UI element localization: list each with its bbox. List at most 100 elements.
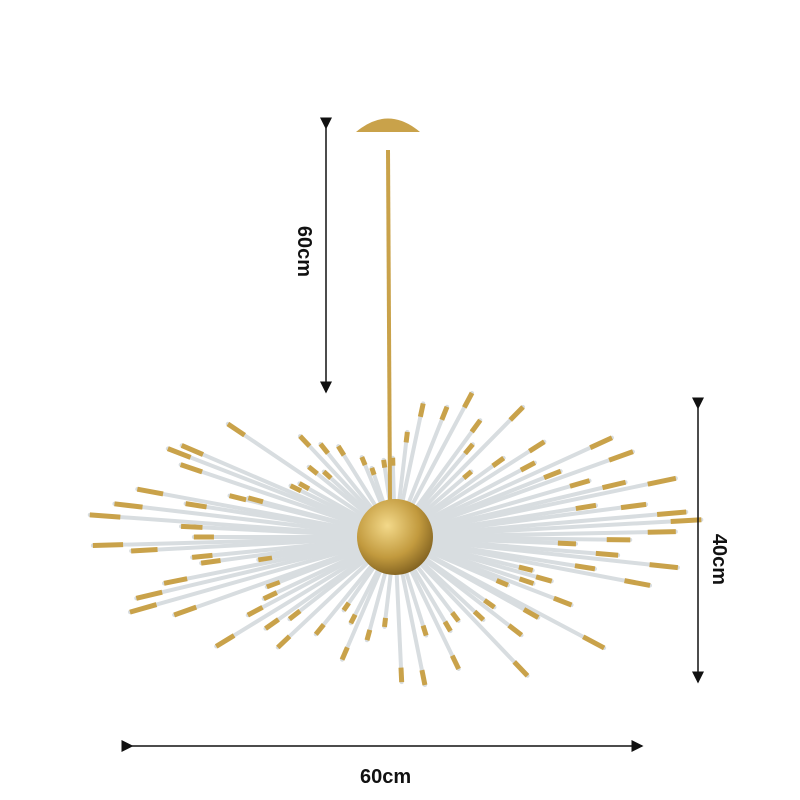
brass-tip (322, 469, 333, 481)
brass-tip (226, 421, 246, 438)
width-label: 60cm (360, 766, 412, 788)
brass-tip (129, 602, 158, 615)
brass-tip (381, 617, 389, 628)
brass-tip (114, 501, 143, 510)
brass-tip (595, 550, 619, 558)
drop-height-label: 60cm (293, 225, 316, 278)
brass-tip (135, 589, 163, 601)
brass-tip (264, 617, 280, 631)
brass-tip (450, 611, 461, 623)
brass-tip (307, 464, 319, 476)
brass-tip (495, 578, 509, 588)
brass-tip (369, 467, 377, 476)
crystal-rod (393, 529, 678, 539)
brass-tip (508, 405, 525, 422)
brass-tip (298, 434, 312, 448)
brass-tip (180, 523, 203, 530)
brass-tip (569, 478, 591, 489)
brass-tip (518, 564, 534, 573)
brass-tip (318, 442, 330, 455)
brass-tip (341, 601, 351, 612)
brass-tip (381, 459, 388, 468)
crystal-rod (393, 535, 680, 570)
brass-tip (246, 605, 264, 618)
brass-tip (543, 468, 562, 481)
brass-tip (574, 563, 596, 572)
brass-tip (179, 462, 203, 475)
brass-tip (173, 604, 198, 618)
brass-tip (552, 595, 573, 608)
brass-tip (442, 620, 453, 633)
brass-tip (163, 576, 188, 586)
brass-tip (620, 501, 647, 511)
brass-tip (656, 509, 687, 517)
crystal-rod (393, 476, 678, 539)
crystal-rod (393, 535, 653, 588)
brass-tip (276, 634, 292, 650)
brass-tip (472, 609, 486, 622)
brass-tip (512, 660, 530, 678)
drop-rod (386, 149, 392, 501)
brass-tip (136, 486, 164, 497)
brass-tip (265, 579, 281, 590)
brass-tip (462, 391, 475, 409)
brass-tip (359, 456, 368, 467)
brass-tip (647, 529, 676, 535)
brass-tip (624, 578, 651, 588)
brass-tip (507, 623, 524, 638)
brass-tip (92, 542, 124, 549)
brass-tip (289, 483, 303, 494)
brass-tip (420, 624, 429, 637)
brass-tip (287, 608, 302, 622)
brass-tip (450, 654, 461, 670)
crystal-rod (135, 487, 397, 539)
crystal-rod (172, 535, 397, 617)
brass-tip (403, 431, 410, 443)
brass-tip (469, 418, 483, 434)
brass-tip (582, 634, 606, 651)
brass-tip (649, 562, 679, 571)
brass-tip (200, 558, 221, 566)
brass-tip (364, 629, 373, 641)
brass-tip (589, 435, 613, 450)
brass-tip (313, 622, 326, 636)
brass-tip (518, 576, 535, 586)
crystal-rod (393, 435, 614, 539)
brass-tip (339, 646, 350, 661)
brass-tip (557, 540, 577, 547)
brass-tip (491, 456, 506, 468)
brass-tip (180, 443, 205, 457)
brass-tip (262, 590, 278, 602)
brass-tip (522, 607, 540, 620)
brass-tip (89, 512, 121, 520)
brass-tip (247, 495, 264, 505)
brass-tip (166, 446, 192, 460)
brass-tip (535, 574, 553, 584)
brass-tip (191, 552, 213, 560)
ceiling-canopy (356, 118, 420, 132)
brass-tip (483, 598, 496, 610)
brass-tip (439, 405, 450, 421)
brass-tip (608, 449, 634, 463)
brass-tip (463, 442, 475, 456)
brass-tip (417, 402, 426, 418)
brass-tip (348, 613, 358, 625)
brass-tip (601, 479, 627, 491)
brass-tip (647, 475, 677, 487)
brass-tip (519, 460, 537, 473)
brass-tip (670, 517, 702, 524)
brass-tip (575, 502, 597, 512)
brass-tip (462, 469, 473, 480)
brass-tip (528, 439, 546, 454)
brass-tip (185, 501, 207, 510)
brass-tip (298, 481, 311, 491)
brass-tip (131, 547, 158, 554)
crystal-rod (87, 512, 397, 539)
brass-tip (419, 669, 428, 686)
center-sphere (357, 499, 433, 575)
brass-tip (228, 493, 247, 503)
brass-tip (398, 667, 405, 683)
brass-tip (214, 633, 236, 649)
